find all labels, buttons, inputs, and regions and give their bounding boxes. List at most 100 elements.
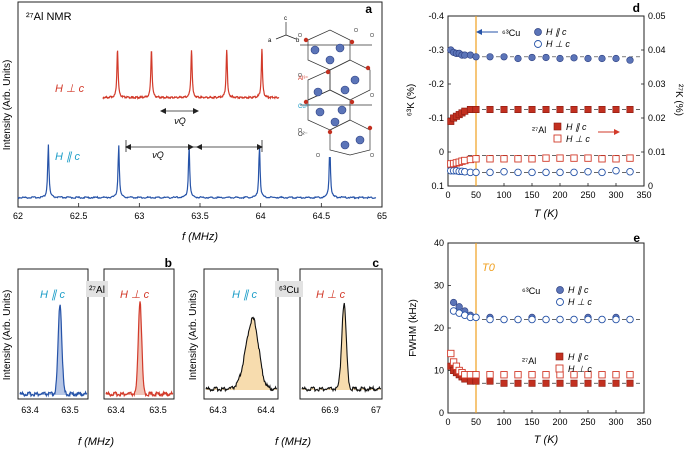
panel-e-al-perp-point bbox=[598, 371, 606, 379]
panel-d-legend-cu-perp-marker bbox=[534, 40, 542, 48]
panel-c-label: c bbox=[372, 256, 379, 270]
panel-d-xtick-label: 250 bbox=[580, 190, 595, 200]
panel-d-xtick-label: 200 bbox=[552, 190, 567, 200]
panel-e-al-par-point bbox=[500, 379, 508, 387]
panel-a-perp-label: H ⊥ c bbox=[55, 83, 85, 95]
panel-d-legend-cu-par: H ∥ c bbox=[546, 27, 567, 37]
panel-d-al-par-point bbox=[570, 106, 578, 114]
panel-d-al-perp-point bbox=[626, 154, 634, 162]
panel-c-left-xtick-1: 64.3 bbox=[209, 405, 227, 415]
panel-e-legend-cu-perp-marker bbox=[556, 298, 564, 306]
crystal-label-cu: Cu¹⁺ bbox=[298, 103, 311, 110]
panel-e-al-par-point bbox=[528, 379, 536, 387]
panel-d-legend-cu-perp: H ⊥ c bbox=[546, 39, 570, 49]
panel-d-al-par-point bbox=[514, 106, 522, 114]
panel-d-ylabel-right: ²⁷K (%) bbox=[673, 84, 684, 116]
panel-e-legend-al: ²⁷Al H ∥ c H ⊥ c bbox=[522, 352, 592, 374]
panel-d-legend-cu-nucleus: ⁶³Cu bbox=[502, 28, 520, 38]
panel-a-nuq-arrow-top: νQ bbox=[160, 108, 199, 126]
panel-c-left-frame bbox=[203, 268, 279, 400]
panel-e-legend-al-par: H ∥ c bbox=[568, 352, 589, 362]
panel-d-legend-al-perp: H ⊥ c bbox=[566, 134, 590, 144]
panel-d-xtick-label: 0 bbox=[445, 190, 450, 200]
crystal-axis-a: a bbox=[268, 38, 272, 44]
panel-d-cu-par-point bbox=[612, 54, 620, 63]
panel-c-ylabel: Intensity (Arb. Units) bbox=[188, 290, 199, 381]
panel-d-al-perp-point bbox=[556, 154, 564, 162]
panel-d-al-perp-point bbox=[500, 155, 508, 163]
panel-e-legend-al-par-marker bbox=[555, 352, 564, 361]
panel-d-al-perp-point bbox=[542, 154, 550, 162]
panel-d-cu-par-point bbox=[514, 54, 522, 63]
crystal-label-al: Al³⁺ bbox=[298, 75, 309, 82]
panel-e-al-par-point bbox=[486, 377, 494, 385]
panel-d-al-par-point bbox=[528, 106, 536, 114]
panel-d-al-par-point bbox=[612, 106, 620, 114]
panel-d-cu-perp-point bbox=[486, 168, 494, 177]
panel-d-ytick-label: 0 bbox=[439, 147, 444, 157]
panel-a-xtick-label: 63.5 bbox=[191, 211, 209, 221]
panel-d-xtick-label: 150 bbox=[524, 190, 539, 200]
panel-d-cu-perp-point bbox=[542, 168, 550, 177]
panel-c-right-xtick-2: 67 bbox=[371, 405, 381, 415]
panel-d-xlabel: T (K) bbox=[534, 208, 559, 220]
panel-e-legend-cu-par: H ∥ c bbox=[568, 285, 589, 295]
panel-b-left-xtick-2: 63.5 bbox=[61, 405, 79, 415]
panel-b-right-trace bbox=[105, 301, 174, 398]
panel-e-al-par-point bbox=[626, 379, 634, 387]
panel-b-left-fill bbox=[20, 304, 87, 396]
panel-a-nuq-arrow-bottom: νQ bbox=[125, 140, 263, 160]
panel-d: d ⁶³K (%) ²⁷K (%) T (K) 0 50 100 150 200 250 3… bbox=[406, 1, 684, 220]
panel-e-xtick-label: 100 bbox=[496, 417, 511, 427]
panel-d-al-perp-point bbox=[528, 155, 536, 163]
panel-e-ytick-label: 10 bbox=[434, 366, 444, 376]
panel-e-cu-perp-point bbox=[584, 315, 592, 324]
panel-d-al-perp-point bbox=[612, 155, 620, 163]
panel-b-right-label: H ⊥ c bbox=[120, 289, 150, 301]
panel-e-al-perp-point bbox=[486, 371, 494, 379]
panel-e-al-par-point bbox=[612, 379, 620, 387]
panel-c: ⁶³Cu c Intensity (Arb. Units) f (MHz) H … bbox=[188, 256, 383, 448]
panel-e-ylabel: FWHM (kHz) bbox=[408, 299, 419, 357]
panel-b-ylabel: Intensity (Arb. Units) bbox=[2, 290, 13, 381]
panel-e-label: e bbox=[633, 231, 640, 245]
panel-e-ytick-label: 40 bbox=[434, 238, 444, 248]
panel-d-al-par-point bbox=[486, 106, 494, 114]
panel-e-al-par-point bbox=[514, 379, 522, 387]
panel-e-legend-cu-nucleus: ⁶³Cu bbox=[522, 286, 540, 296]
panel-a-xticks: 62 62.5 63 63.5 64 64.5 65 bbox=[13, 203, 387, 221]
panel-c-left-xtick-2: 64.4 bbox=[257, 405, 275, 415]
panel-e-points bbox=[447, 298, 634, 387]
panel-e-al-perp-point bbox=[500, 371, 508, 379]
panel-e-al-perp-point bbox=[570, 371, 578, 379]
panel-d-ytick-right-label: 0.03 bbox=[648, 79, 666, 89]
panel-d-cu-perp-point bbox=[528, 168, 536, 177]
panel-d-ytick-label: -0.2 bbox=[428, 79, 444, 89]
panel-a-xtick-label: 62.5 bbox=[70, 211, 88, 221]
panel-e-cu-perp-point bbox=[556, 315, 564, 324]
panel-e-xtick-label: 50 bbox=[471, 417, 481, 427]
panel-a-title: ²⁷Al NMR bbox=[26, 11, 72, 23]
panel-e-al-perp-point bbox=[626, 371, 634, 379]
panel-d-cu-par-point bbox=[542, 53, 550, 62]
panel-d-al-par-point bbox=[584, 106, 592, 114]
panel-d-al-perp-point bbox=[598, 155, 606, 163]
panel-d-xtick-label: 300 bbox=[608, 190, 623, 200]
panel-d-cu-par-point bbox=[500, 53, 508, 61]
panel-e-legend-cu: ⁶³Cu H ∥ c H ⊥ c bbox=[522, 285, 592, 307]
panel-e-al-par-point bbox=[598, 379, 606, 387]
panel-e-ytick-label: 0 bbox=[439, 408, 444, 418]
panel-d-cu-perp-point bbox=[500, 167, 508, 176]
panel-e-xtick-label: 300 bbox=[608, 417, 623, 427]
panel-e-al-par-point bbox=[542, 379, 550, 387]
panel-e-legend-al-perp: H ⊥ c bbox=[568, 364, 592, 374]
panel-e: e FWHM (kHz) T (K) T0 0 50 100 150 200 250 300… bbox=[408, 231, 652, 446]
panel-c-right-trace bbox=[301, 302, 382, 393]
panel-a-ylabel: Intensity (Arb. Units) bbox=[2, 60, 13, 151]
panel-e-cu-perp-point bbox=[528, 315, 536, 324]
panel-d-cu-perp-point bbox=[626, 167, 634, 176]
panel-e-cu-perp-point bbox=[612, 315, 620, 324]
panel-b-left-trace bbox=[19, 304, 88, 398]
